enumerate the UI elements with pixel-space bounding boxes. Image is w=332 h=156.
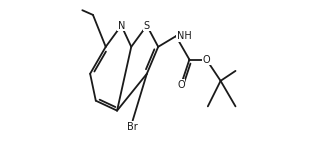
Text: O: O xyxy=(203,55,210,65)
Text: Br: Br xyxy=(127,122,138,132)
Text: NH: NH xyxy=(177,31,191,41)
Text: S: S xyxy=(144,21,150,31)
Text: O: O xyxy=(177,80,185,90)
Text: N: N xyxy=(118,21,125,31)
